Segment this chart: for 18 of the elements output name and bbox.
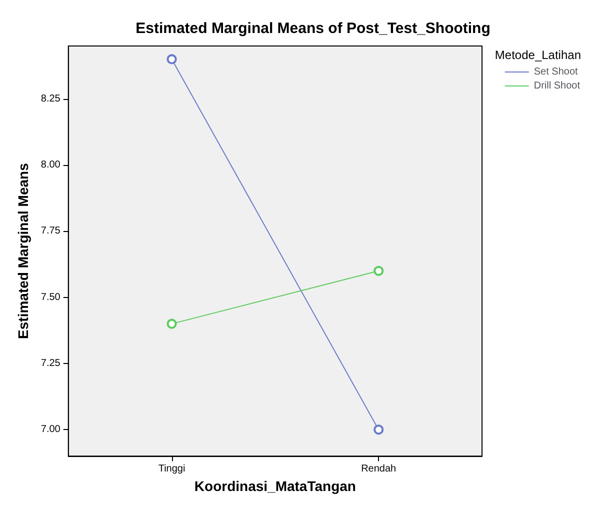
y-tick-label: 8.00: [40, 160, 61, 171]
legend-title: Metode_Latihan: [494, 48, 582, 62]
x-tick-label: Tinggi: [158, 464, 186, 475]
point: [374, 266, 384, 276]
y-axis-title: Estimated Marginal Means: [15, 162, 31, 339]
chart-title: Estimated Marginal Means of Post_Test_Shooting: [136, 20, 490, 37]
point: [166, 318, 177, 329]
point: [166, 54, 177, 64]
y-tick-label: 7.75: [40, 226, 61, 237]
legend-label: Set Shoot: [534, 66, 578, 78]
y-tick-label: 8.25: [40, 93, 61, 104]
y-tick-label: 7.50: [40, 292, 61, 303]
legend-label: Drill Shoot: [534, 80, 580, 92]
y-tick-label: 7.25: [40, 358, 61, 369]
y-tick-label: 7.00: [40, 424, 61, 436]
x-axis-title: Koordinasi_MataTangan: [194, 478, 356, 494]
point: [374, 424, 384, 435]
x-tick-label: Rendah: [361, 464, 396, 475]
